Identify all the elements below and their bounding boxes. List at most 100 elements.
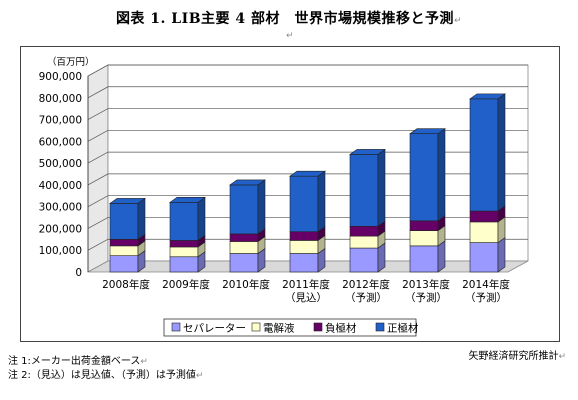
- bar-front: [289, 175, 319, 233]
- y-tick-label: 0: [75, 267, 82, 279]
- bar-front: [409, 245, 439, 273]
- bar-front: [349, 235, 379, 249]
- return-mark-under-title: ↵: [286, 31, 294, 41]
- bar-top: [469, 93, 506, 100]
- bar-front: [109, 255, 139, 273]
- bar-front: [409, 220, 439, 231]
- bar-segment: [169, 196, 206, 242]
- bar-front: [289, 253, 319, 273]
- legend-label: 正極材: [387, 322, 419, 335]
- bar-segment: [109, 197, 146, 240]
- bar-top: [169, 197, 206, 203]
- y-tick-label: 900,000: [39, 71, 82, 83]
- y-unit-label: （百万円）: [47, 56, 95, 68]
- bar-segment: [349, 230, 386, 249]
- legend-box: [163, 318, 417, 337]
- bar-front: [409, 133, 439, 222]
- bar-front: [349, 154, 379, 227]
- chart-title: 図表 1. LIB主要 4 部材 世界市場規模推移と予測↵: [115, 11, 463, 27]
- y-tick-label: 700,000: [39, 115, 82, 127]
- y-tick-label: 600,000: [39, 136, 82, 148]
- x-tick-label: （予測）: [465, 291, 507, 304]
- bar-segment: [409, 240, 446, 273]
- bar-segment: [349, 148, 386, 227]
- bar-side: [497, 237, 506, 273]
- bar-segment: [229, 179, 266, 235]
- bar-front: [469, 210, 499, 223]
- gridline: [87, 108, 528, 120]
- bar-segment: [289, 234, 326, 255]
- gridline: [87, 86, 528, 99]
- legend-item: 負極材: [313, 322, 357, 335]
- legend-label: 負極材: [325, 322, 357, 335]
- legend-item: 電解液: [251, 322, 295, 335]
- legend-swatch: [251, 322, 261, 332]
- bar-front: [349, 247, 379, 273]
- bar-side: [377, 148, 386, 227]
- bar-side: [437, 128, 446, 222]
- bar-front: [229, 233, 259, 242]
- return-mark-source: ↵: [558, 352, 566, 362]
- bar-top: [289, 170, 326, 177]
- bars: [109, 93, 506, 273]
- legend-swatch: [375, 322, 385, 332]
- bar-side: [317, 170, 326, 233]
- y-tick-label: 200,000: [39, 223, 82, 235]
- bar-front: [169, 246, 199, 258]
- bar-front: [229, 241, 259, 254]
- footnote-1: 注 1:メーカー出荷金額ベース↵: [8, 356, 148, 367]
- bar-top: [109, 198, 146, 204]
- bar-segment: [349, 242, 386, 273]
- bar-segment: [229, 235, 266, 255]
- chart-frame: 0 100,000 200,000 300,000 400,000 500,000 600,…: [20, 46, 560, 342]
- y-tick-label: 400,000: [39, 180, 82, 192]
- bar-front: [109, 245, 139, 256]
- x-tick-label: 2009年度: [162, 278, 210, 291]
- x-tick-label: 2012年度: [342, 278, 390, 291]
- footnotes: 注 1:メーカー出荷金額ベース↵ 注 2:（見込）は見込値、（予測）は予測値↵: [8, 355, 203, 383]
- bar-front: [289, 231, 319, 241]
- x-tick-label: 2013年度: [402, 278, 450, 291]
- x-tick-label: （予測）: [345, 291, 387, 304]
- bar-side: [497, 93, 506, 212]
- legend-label: 電解液: [263, 322, 295, 335]
- bar-front: [409, 230, 439, 247]
- gridline: [87, 151, 528, 164]
- x-tick-label: （予測）: [405, 291, 447, 304]
- bar-front: [349, 225, 379, 237]
- legend-swatch: [171, 322, 181, 332]
- stacked-bar-chart: 0 100,000 200,000 300,000 400,000 500,000 600,…: [39, 56, 529, 337]
- bar-segment: [469, 93, 506, 212]
- bar-top: [409, 128, 446, 135]
- bar-side: [437, 240, 446, 273]
- x-tick-label: （見込）: [285, 292, 327, 304]
- bar-front: [229, 184, 259, 235]
- bar-top: [349, 149, 386, 155]
- return-mark-title: ↵: [454, 16, 463, 26]
- legend-label: セパレーター: [183, 323, 246, 335]
- x-tick-label: 2010年度: [222, 278, 270, 291]
- bar-top: [229, 179, 266, 186]
- legend: セパレーター 電解液 負極材 正極材: [163, 318, 419, 337]
- bar-segment: [409, 225, 446, 247]
- bar-front: [169, 256, 199, 273]
- return-mark-footnote-2: ↵: [195, 371, 204, 381]
- gridline: [87, 129, 528, 142]
- bar-front: [229, 253, 259, 273]
- gridline: [87, 195, 528, 207]
- y-tick-label: 100,000: [39, 245, 82, 257]
- bar-front: [289, 240, 319, 254]
- x-tick-label: 2008年度: [102, 278, 150, 291]
- bar-segment: [289, 170, 326, 233]
- bar-side: [257, 179, 266, 235]
- gridline: [87, 64, 528, 77]
- legend-swatch: [313, 322, 323, 332]
- legend-item: セパレーター: [171, 322, 246, 335]
- y-tick-label: 800,000: [39, 93, 82, 105]
- bar-side: [197, 196, 206, 242]
- x-tick-label: 2011年度: [282, 278, 330, 291]
- bar-segment: [289, 226, 326, 242]
- bar-front: [469, 221, 499, 243]
- bar-front: [169, 202, 199, 241]
- x-tick-label: 2014年度: [462, 278, 510, 291]
